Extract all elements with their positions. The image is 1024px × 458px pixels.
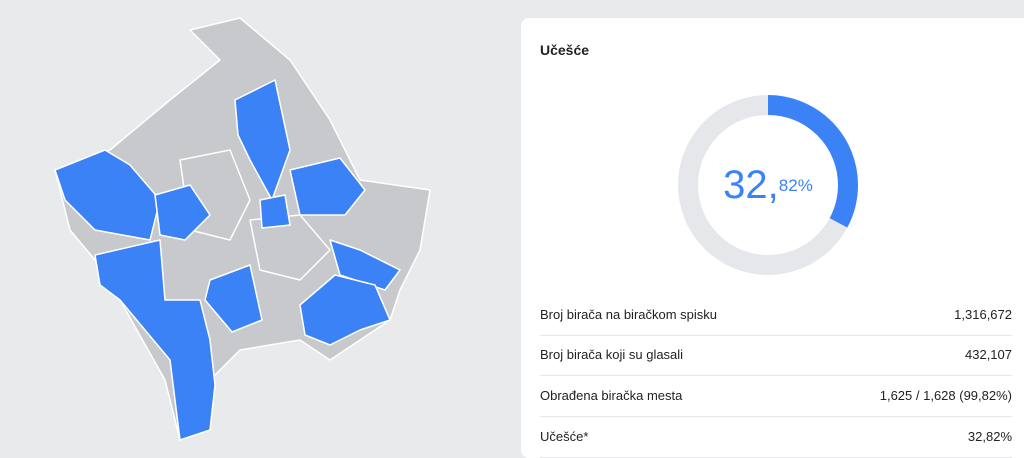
stat-value: 32,82% — [967, 429, 1012, 444]
region — [299, 274, 391, 346]
stats-row: Broj birača na biračkom spisku 1,316,672 — [540, 295, 1012, 336]
region — [249, 214, 331, 281]
region — [289, 157, 366, 216]
region — [204, 264, 263, 333]
stat-label: Broj birača koji su glasali — [540, 347, 684, 362]
stat-value: 1,625 / 1,628 (99,82%) — [879, 388, 1012, 403]
donut-whole: 32, — [723, 163, 779, 207]
stat-label: Broj birača na biračkom spisku — [540, 307, 718, 322]
page: Učešće 32,82% Broj birača na biračkom sp… — [54, 17, 1024, 458]
donut: 32,82% — [678, 95, 858, 275]
region — [94, 239, 216, 441]
stat-label: Učešće* — [540, 429, 589, 444]
stat-label: Obrađena biračka mesta — [540, 388, 683, 403]
region — [154, 184, 211, 241]
donut-arc — [678, 95, 858, 275]
turnout-card: Učešće 32,82% Broj birača na biračkom sp… — [521, 18, 1024, 458]
donut-fraction: 82% — [779, 176, 813, 195]
region — [54, 149, 161, 241]
card-title: Učešće — [540, 42, 590, 58]
stat-value: 1,316,672 — [954, 307, 1012, 322]
donut-label: 32,82% — [723, 163, 813, 207]
stats-row: Obrađena biračka mesta 1,625 / 1,628 (99,… — [540, 376, 1012, 417]
map — [54, 17, 431, 441]
stats-row: Broj birača koji su glasali 432,107 — [540, 335, 1012, 376]
stats-row: Učešće* 32,82% — [540, 417, 1012, 458]
stat-value: 432,107 — [965, 347, 1012, 362]
region — [259, 194, 291, 229]
